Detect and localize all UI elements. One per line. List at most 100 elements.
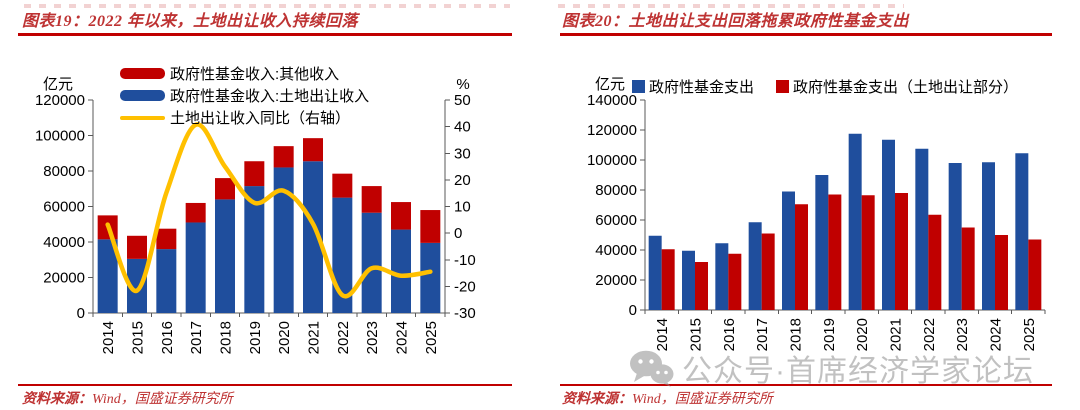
cropped-text-strip-right xyxy=(558,4,904,8)
y-right-tick-label: 30 xyxy=(454,145,471,162)
x-tick-label: 2023 xyxy=(364,321,381,354)
figure-20-source-rule xyxy=(560,384,1052,386)
y-left-tick-label: 80000 xyxy=(595,182,637,199)
y-right-tick-label: 50 xyxy=(454,92,471,109)
x-tick-label: 2022 xyxy=(335,321,352,354)
y-left-unit: 亿元 xyxy=(43,76,73,93)
y-left-tick-label: 0 xyxy=(77,305,85,322)
y-right-tick-label: -20 xyxy=(454,278,476,295)
bar-2016-other-income xyxy=(156,228,177,250)
legend-label-other-income: 政府性基金收入:其他收入 xyxy=(170,66,340,83)
y-left-tick-label: 20000 xyxy=(595,272,637,289)
y-right-unit: % xyxy=(456,76,469,93)
y-left-tick-label: 140000 xyxy=(587,92,637,109)
bar-2014-fund-expenditure xyxy=(648,235,662,310)
figure-20-title: 图表20：土地出让支出回落拖累政府性基金支出 xyxy=(562,7,909,31)
bar-2024-other-income xyxy=(391,202,411,230)
legend-label-fund-expenditure: 政府性基金支出 xyxy=(649,79,755,96)
bar-2016-land-income xyxy=(156,249,177,313)
cropped-text-strip-left xyxy=(24,4,510,8)
legend-item-land-expenditure: 政府性基金支出（土地出让部分） xyxy=(776,76,1018,97)
bar-2024-fund-expenditure xyxy=(982,162,995,310)
bar-2019-fund-expenditure xyxy=(815,175,829,310)
figure-20-title-rule xyxy=(560,33,1052,36)
x-tick-label: 2020 xyxy=(854,318,871,351)
bars xyxy=(648,133,1042,310)
bar-2025-other-income xyxy=(420,210,441,243)
bar-2023-other-income xyxy=(361,186,382,213)
bar-2017-other-income xyxy=(185,202,206,223)
y-left-unit: 亿元 xyxy=(595,76,625,93)
figure-19-title: 图表19：2022 年以来，土地出让收入持续回落 xyxy=(22,7,358,31)
y-left-tick-label: 120000 xyxy=(587,122,637,139)
legend-swatch-yoy-line xyxy=(120,115,165,120)
bar-2015-land-expenditure xyxy=(695,262,708,310)
legend-label-yoy-line: 土地出让收入同比（右轴） xyxy=(170,110,351,127)
bar-2018-land-expenditure xyxy=(795,204,808,310)
x-tick-label: 2014 xyxy=(654,318,671,351)
x-tick-label: 2019 xyxy=(247,321,264,354)
y-right-tick-label: 10 xyxy=(454,199,471,216)
x-tick-label: 2021 xyxy=(306,321,323,354)
axis-labels: 0 20000 40000 60000 80000 100000 120000 140000亿… xyxy=(587,76,1038,351)
x-tick-label: 2021 xyxy=(888,318,905,351)
x-tick-label: 2016 xyxy=(721,318,738,351)
y-left-tick-label: 40000 xyxy=(595,242,637,259)
figure-19-panel: 图表19：2022 年以来，土地出让收入持续回落 0 20000 40000 6000… xyxy=(18,7,512,408)
figure-20-source-text: Wind，国盛证券研究所 xyxy=(632,392,773,407)
bar-2015-other-income xyxy=(127,235,147,259)
bar-2020-fund-expenditure xyxy=(848,133,862,310)
bar-2018-other-income xyxy=(215,178,235,200)
bar-2022-fund-expenditure xyxy=(915,148,929,310)
legend-swatch-other-income xyxy=(120,68,165,79)
bar-2017-land-income xyxy=(185,222,206,313)
legend-swatch-land-expenditure xyxy=(776,80,790,93)
bar-2017-land-expenditure xyxy=(761,233,775,310)
figure-19-caption-label: 图表19： xyxy=(22,13,89,30)
legend-swatch-land-income xyxy=(120,90,165,101)
bar-2014-land-income xyxy=(97,239,118,313)
bar-2024-land-expenditure xyxy=(995,235,1008,310)
bar-2022-land-expenditure xyxy=(928,214,942,310)
y-right-tick-label: -30 xyxy=(454,305,476,322)
y-right-tick-label: 40 xyxy=(454,119,471,136)
y-right-tick-label: 0 xyxy=(454,225,462,242)
bar-2019-land-expenditure xyxy=(828,194,842,310)
bar-2022-other-income xyxy=(332,173,353,198)
legend-item-fund-expenditure: 政府性基金支出 xyxy=(632,76,754,97)
y-left-tick-label: 100000 xyxy=(35,128,85,145)
legend-item-yoy-line: 土地出让收入同比（右轴） xyxy=(120,108,369,127)
x-tick-label: 2019 xyxy=(821,318,838,351)
bar-2021-land-income xyxy=(303,161,323,313)
bar-2025-land-income xyxy=(420,242,441,313)
y-left-tick-label: 60000 xyxy=(43,199,85,216)
y-left-tick-label: 80000 xyxy=(43,163,85,180)
bar-2021-fund-expenditure xyxy=(882,139,895,310)
x-tick-label: 2017 xyxy=(754,318,771,351)
bar-2017-fund-expenditure xyxy=(748,222,762,310)
yoy-line xyxy=(105,122,433,299)
bar-2025-fund-expenditure xyxy=(1015,153,1029,310)
bar-2019-other-income xyxy=(244,161,265,187)
figure-20-source: 资料来源：Wind，国盛证券研究所 xyxy=(562,388,773,408)
bar-2018-fund-expenditure xyxy=(782,191,795,310)
bar-2021-land-expenditure xyxy=(895,193,908,310)
bar-2018-land-income xyxy=(215,199,235,313)
axes xyxy=(640,99,1046,314)
x-tick-label: 2025 xyxy=(423,321,440,354)
x-tick-label: 2016 xyxy=(159,321,176,354)
bar-2020-other-income xyxy=(273,146,294,168)
y-left-tick-label: 60000 xyxy=(595,212,637,229)
figure-19-source: 资料来源：Wind，国盛证券研究所 xyxy=(22,388,233,408)
x-tick-label: 2018 xyxy=(788,318,805,351)
legend-label-land-expenditure: 政府性基金支出（土地出让部分） xyxy=(793,79,1019,96)
bar-2014-land-expenditure xyxy=(661,249,675,310)
bar-2019-land-income xyxy=(244,186,265,313)
x-tick-label: 2015 xyxy=(688,318,705,351)
axes xyxy=(88,99,450,317)
legend-label-land-income: 政府性基金收入:土地出让收入 xyxy=(170,88,370,105)
x-tick-label: 2014 xyxy=(100,321,117,354)
x-tick-label: 2022 xyxy=(921,318,938,351)
